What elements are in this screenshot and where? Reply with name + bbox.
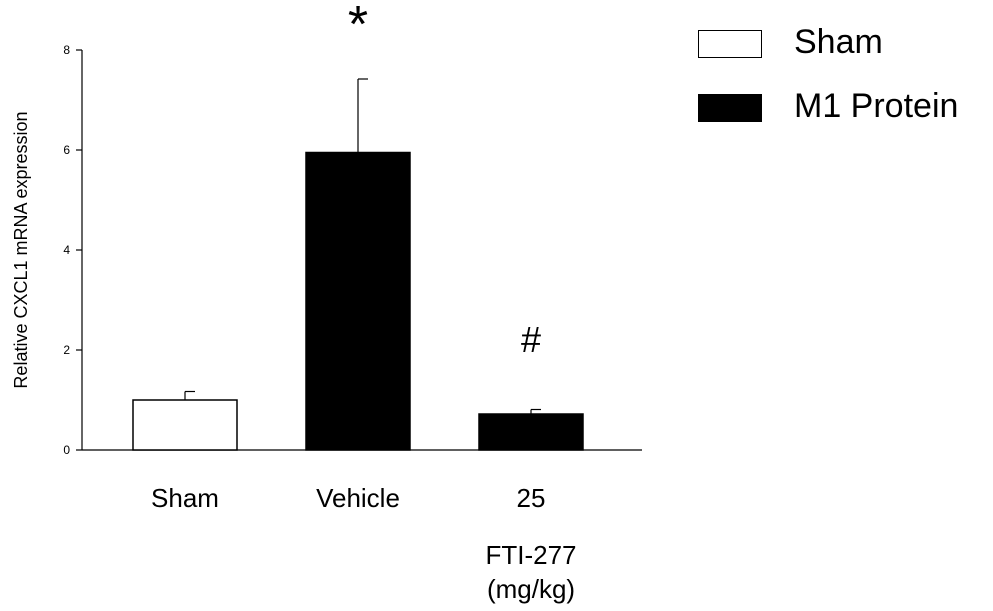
- x-tick-label: 25: [517, 483, 546, 513]
- bar: [305, 151, 411, 451]
- x-axis: Sham Vehicle 25: [82, 449, 642, 513]
- bars: *#: [132, 0, 584, 451]
- y-tick-label: 6: [63, 143, 70, 157]
- legend-swatch-sham: [698, 30, 762, 58]
- legend-swatch-m1-protein: [698, 94, 762, 122]
- y-tick-label: 2: [63, 343, 70, 357]
- y-axis-label: Relative CXCL1 mRNA expression: [11, 111, 31, 388]
- legend-label-sham: Sham: [794, 23, 883, 61]
- bar: [132, 399, 238, 451]
- y-axis: 0 2 4 6 8: [63, 43, 83, 457]
- y-tick-label: 4: [63, 243, 70, 257]
- x-tick-label: Vehicle: [316, 483, 400, 513]
- significance-hash: #: [521, 319, 541, 360]
- significance-asterisk: *: [348, 0, 368, 54]
- x-tick-label: Sham: [151, 483, 219, 513]
- bar: [478, 413, 584, 451]
- x-axis-label-line-1: FTI-277: [485, 540, 576, 570]
- y-tick-label: 0: [63, 443, 70, 457]
- x-axis-label-line-2: (mg/kg): [487, 574, 575, 604]
- y-tick-label: 8: [63, 43, 70, 57]
- legend-label-m1-protein: M1 Protein: [794, 87, 959, 125]
